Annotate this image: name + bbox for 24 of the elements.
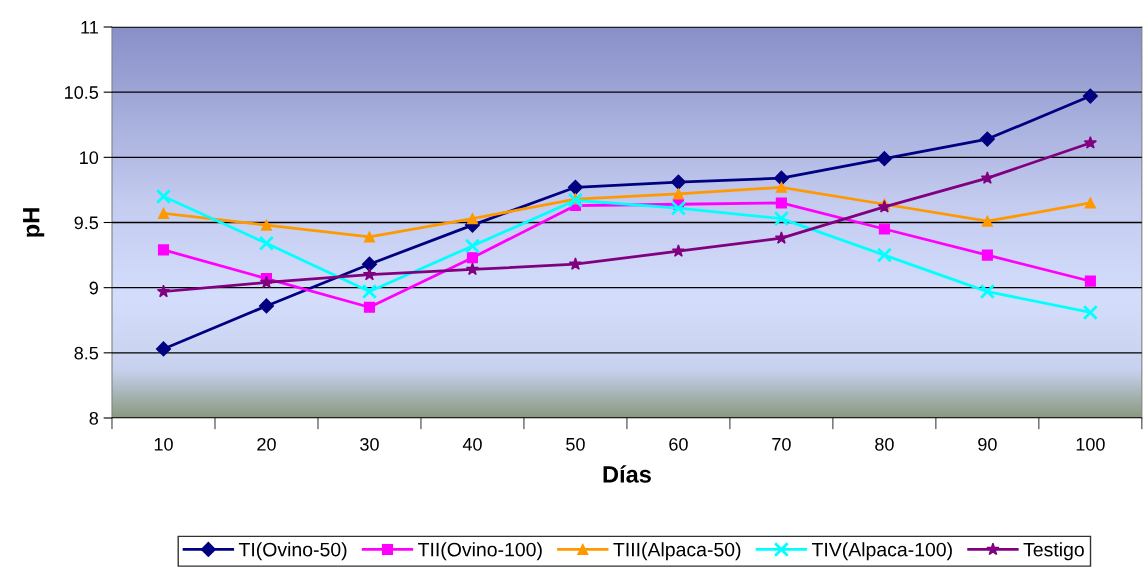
x-tick-label: 50: [566, 437, 585, 451]
y-tick-label: 11: [81, 21, 98, 34]
y-tick-label: 10: [80, 151, 99, 165]
y-tick-label: 8.5: [74, 346, 99, 360]
x-tick-label: 70: [772, 437, 791, 451]
legend-label: TII(Ovino-100): [418, 542, 542, 561]
y-tick-label: 9: [89, 281, 98, 295]
legend-label: TI(Ovino-50): [238, 542, 347, 561]
x-tick-label: 20: [257, 437, 276, 451]
x-tick-label: 60: [669, 437, 688, 451]
x-tick-label: 10: [154, 437, 173, 451]
y-axis-title: pH: [23, 208, 45, 237]
legend-label: TIV(Alpaca-100): [811, 542, 952, 561]
legend-label: Testigo: [1023, 542, 1084, 561]
x-tick-label: 90: [978, 437, 997, 451]
x-tick-label: 100: [1076, 437, 1105, 451]
x-tick-label: 80: [875, 437, 894, 451]
x-tick-label: 40: [462, 437, 482, 451]
x-tick-label: 30: [360, 437, 379, 451]
y-tick-label: 10.5: [65, 86, 99, 99]
x-axis-title: Días: [603, 465, 651, 483]
y-tick-label: 8: [89, 411, 99, 425]
legend-label: TIII(Alpaca-50): [613, 542, 741, 561]
y-tick-label: 9.5: [74, 216, 99, 230]
